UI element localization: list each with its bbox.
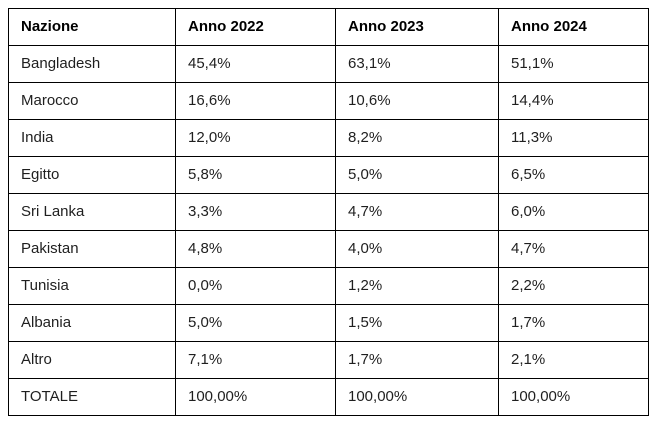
table-cell: 100,00% xyxy=(335,378,499,416)
row-label: Marocco xyxy=(8,82,176,120)
table-cell: 1,5% xyxy=(335,304,499,342)
table-row: Marocco 16,6% 10,6% 14,4% xyxy=(8,82,649,120)
table-row: India 12,0% 8,2% 11,3% xyxy=(8,119,649,157)
table-cell: 4,7% xyxy=(498,230,649,268)
table-cell: 4,7% xyxy=(335,193,499,231)
row-label: TOTALE xyxy=(8,378,176,416)
table-cell: 7,1% xyxy=(175,341,336,379)
header-row: Nazione Anno 2022 Anno 2023 Anno 2024 xyxy=(8,8,649,46)
column-header: Anno 2024 xyxy=(498,8,649,46)
table-cell: 6,5% xyxy=(498,156,649,194)
table-row: Pakistan 4,8% 4,0% 4,7% xyxy=(8,230,649,268)
table-cell: 1,2% xyxy=(335,267,499,305)
table-cell: 12,0% xyxy=(175,119,336,157)
table-row: Bangladesh 45,4% 63,1% 51,1% xyxy=(8,45,649,83)
row-label: Tunisia xyxy=(8,267,176,305)
table-cell: 3,3% xyxy=(175,193,336,231)
table-cell: 1,7% xyxy=(335,341,499,379)
table-cell: 2,1% xyxy=(498,341,649,379)
table-row: Sri Lanka 3,3% 4,7% 6,0% xyxy=(8,193,649,231)
document-page: Nazione Anno 2022 Anno 2023 Anno 2024 Bangl… xyxy=(8,8,649,416)
row-label: Albania xyxy=(8,304,176,342)
table-cell: 11,3% xyxy=(498,119,649,157)
table-cell: 51,1% xyxy=(498,45,649,83)
row-label: India xyxy=(8,119,176,157)
table-cell: 2,2% xyxy=(498,267,649,305)
table-cell: 6,0% xyxy=(498,193,649,231)
table-row: Altro 7,1% 1,7% 2,1% xyxy=(8,341,649,379)
column-header: Nazione xyxy=(8,8,176,46)
table-cell: 5,0% xyxy=(175,304,336,342)
table-cell: 16,6% xyxy=(175,82,336,120)
row-label: Altro xyxy=(8,341,176,379)
table-cell: 45,4% xyxy=(175,45,336,83)
table-row: Tunisia 0,0% 1,2% 2,2% xyxy=(8,267,649,305)
table-cell: 4,0% xyxy=(335,230,499,268)
table-cell: 10,6% xyxy=(335,82,499,120)
column-header: Anno 2023 xyxy=(335,8,499,46)
table-cell: 63,1% xyxy=(335,45,499,83)
nationality-by-year-table: Nazione Anno 2022 Anno 2023 Anno 2024 Bangl… xyxy=(8,8,649,416)
table-cell: 4,8% xyxy=(175,230,336,268)
table-cell: 100,00% xyxy=(498,378,649,416)
table-cell: 100,00% xyxy=(175,378,336,416)
table-cell: 5,8% xyxy=(175,156,336,194)
table-row: TOTALE 100,00% 100,00% 100,00% xyxy=(8,378,649,416)
table-row: Egitto 5,8% 5,0% 6,5% xyxy=(8,156,649,194)
row-label: Sri Lanka xyxy=(8,193,176,231)
table-cell: 8,2% xyxy=(335,119,499,157)
row-label: Bangladesh xyxy=(8,45,176,83)
table-cell: 5,0% xyxy=(335,156,499,194)
table-row: Albania 5,0% 1,5% 1,7% xyxy=(8,304,649,342)
table-cell: 1,7% xyxy=(498,304,649,342)
column-header: Anno 2022 xyxy=(175,8,336,46)
row-label: Pakistan xyxy=(8,230,176,268)
table-cell: 14,4% xyxy=(498,82,649,120)
table-cell: 0,0% xyxy=(175,267,336,305)
row-label: Egitto xyxy=(8,156,176,194)
